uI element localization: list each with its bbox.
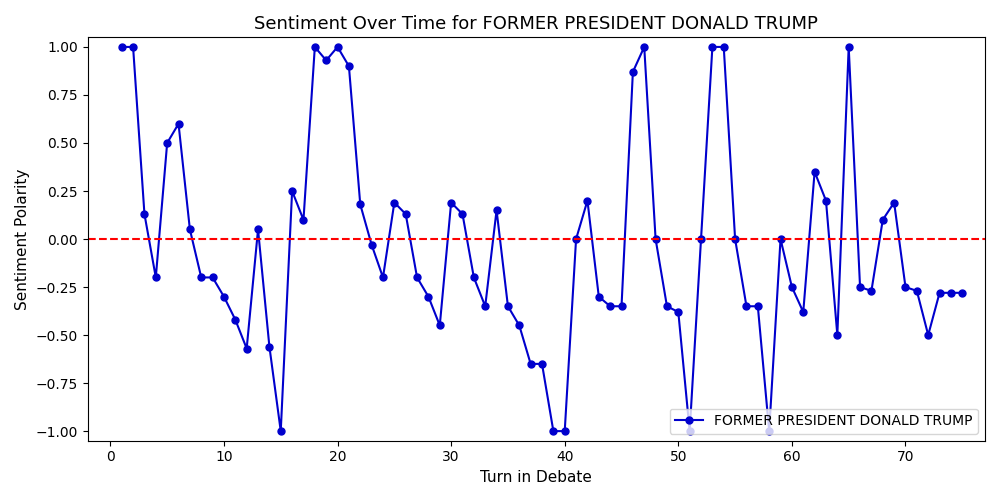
Title: Sentiment Over Time for FORMER PRESIDENT DONALD TRUMP: Sentiment Over Time for FORMER PRESIDENT… — [254, 15, 818, 33]
FORMER PRESIDENT DONALD TRUMP — [956, 290, 968, 296]
Legend: FORMER PRESIDENT DONALD TRUMP: FORMER PRESIDENT DONALD TRUMP — [670, 408, 978, 434]
FORMER PRESIDENT DONALD TRUMP — [797, 309, 809, 315]
FORMER PRESIDENT DONALD TRUMP — [877, 217, 889, 223]
FORMER PRESIDENT DONALD TRUMP — [763, 428, 775, 434]
Y-axis label: Sentiment Polarity: Sentiment Polarity — [15, 168, 30, 310]
Line: FORMER PRESIDENT DONALD TRUMP: FORMER PRESIDENT DONALD TRUMP — [118, 44, 966, 434]
X-axis label: Turn in Debate: Turn in Debate — [480, 470, 592, 485]
FORMER PRESIDENT DONALD TRUMP — [116, 44, 128, 50]
FORMER PRESIDENT DONALD TRUMP — [275, 428, 287, 434]
FORMER PRESIDENT DONALD TRUMP — [820, 198, 832, 203]
FORMER PRESIDENT DONALD TRUMP — [786, 284, 798, 290]
FORMER PRESIDENT DONALD TRUMP — [184, 226, 196, 232]
